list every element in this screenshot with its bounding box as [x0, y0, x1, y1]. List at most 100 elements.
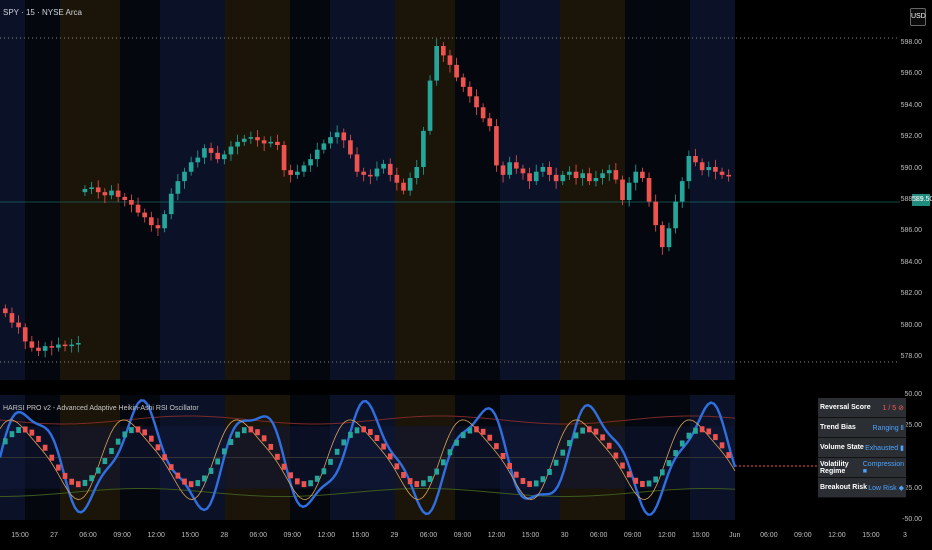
candle-body [202, 148, 207, 158]
ha-candle [547, 469, 552, 476]
info-row-label: Volume State [820, 444, 864, 451]
ha-candle [440, 459, 446, 466]
ha-candle [102, 458, 108, 465]
ha-candle [620, 462, 625, 469]
time-axis-label: 06:00 [79, 532, 97, 539]
oscillator-axis-label: -50.00 [902, 516, 922, 523]
ha-candle [354, 427, 360, 434]
ha-candle [75, 481, 81, 488]
candle-body [440, 46, 446, 56]
ha-candle [487, 434, 493, 441]
ha-candle [235, 431, 240, 438]
candle-body [533, 171, 539, 182]
ha-candle [653, 476, 659, 483]
ha-candle [407, 478, 413, 485]
ha-candle [281, 463, 287, 470]
candle-body [95, 187, 101, 193]
price-axis-label: 594.00 [900, 101, 922, 109]
info-row-label: Volatility Regime [820, 460, 849, 475]
time-axis-label: 12:00 [828, 532, 846, 539]
candle-body [520, 168, 526, 174]
time-axis-label: 06:00 [760, 532, 778, 539]
ha-candle [719, 442, 725, 449]
oscillator-lower-band [0, 488, 736, 498]
info-row-value: Exhausted [865, 444, 899, 452]
ha-candle [540, 476, 546, 483]
ha-candle [348, 431, 353, 438]
oscillator-title[interactable]: HARSI PRO v2 - Advanced Adaptive Heikin-… [3, 405, 199, 412]
candle-body [155, 225, 161, 229]
candle-body [381, 163, 386, 169]
ha-candle [241, 427, 247, 434]
ha-candle [414, 481, 420, 488]
candle-body [474, 96, 479, 108]
candle-body [221, 154, 227, 160]
time-axis-label: 15:00 [521, 532, 540, 539]
candle-body [255, 137, 260, 141]
symbol-title[interactable]: SPY · 15 · NYSE Arca [3, 8, 82, 17]
candle-body [29, 341, 35, 348]
ha-candle [16, 427, 21, 434]
time-axis-label: 15:00 [11, 532, 29, 539]
candle-body [361, 171, 367, 175]
candle-body [706, 167, 712, 171]
info-row: Volume State Exhausted ▮ [818, 438, 906, 458]
time-axis-label: 06:00 [419, 532, 438, 539]
ha-candle [480, 428, 486, 435]
ha-candle [374, 435, 380, 442]
candle-body [527, 173, 532, 182]
ha-candle [341, 439, 347, 446]
candle-body [586, 173, 592, 182]
candle-body [640, 171, 645, 178]
candle-body [162, 214, 167, 229]
ha-candle [334, 448, 340, 455]
ha-candle [288, 472, 294, 479]
candle-body [288, 170, 294, 175]
ha-candle [221, 448, 227, 455]
session-band [455, 0, 500, 380]
candle-body [321, 143, 327, 150]
time-axis-label: 3 [903, 532, 907, 539]
price-axis-label: 588.00 [900, 196, 922, 203]
ha-candle [202, 475, 207, 482]
candle-body [328, 137, 333, 144]
ha-candle [361, 426, 367, 433]
ha-candle [148, 435, 154, 442]
ha-candle [387, 453, 393, 460]
candle-body [248, 137, 254, 139]
candle-body [686, 156, 692, 182]
currency-badge[interactable]: USD [910, 8, 926, 26]
candle-body [467, 86, 473, 97]
candle-body [547, 167, 552, 175]
candle-body [613, 170, 619, 180]
candle-body [182, 171, 187, 182]
ha-candle [314, 475, 320, 482]
ha-candle [673, 450, 678, 457]
ha-candle [49, 454, 55, 461]
ha-candle [613, 452, 619, 459]
candle-body [148, 217, 154, 226]
time-axis-label: 15:00 [862, 532, 880, 539]
ha-candle [646, 480, 652, 487]
candle-body [580, 173, 586, 178]
ha-candle [29, 429, 35, 436]
battery-low-icon: ▮ [898, 444, 904, 452]
ha-candle [567, 440, 572, 447]
candle-body [713, 167, 718, 172]
ha-candle [255, 429, 260, 436]
ha-candle [89, 475, 94, 482]
candle-body [540, 167, 546, 172]
ha-candle [606, 442, 612, 449]
candle-body [367, 174, 373, 177]
time-axis-label: 27 [50, 532, 58, 539]
ha-candle [321, 468, 327, 475]
candle-body [646, 178, 652, 202]
ha-candle [699, 426, 705, 433]
ha-candle [447, 449, 453, 456]
time-axis-label: 09:00 [453, 532, 472, 539]
last-price-tag: 589.50 [912, 194, 932, 206]
rsi-line [0, 399, 737, 516]
session-band [290, 0, 330, 380]
candle-body [593, 178, 599, 182]
